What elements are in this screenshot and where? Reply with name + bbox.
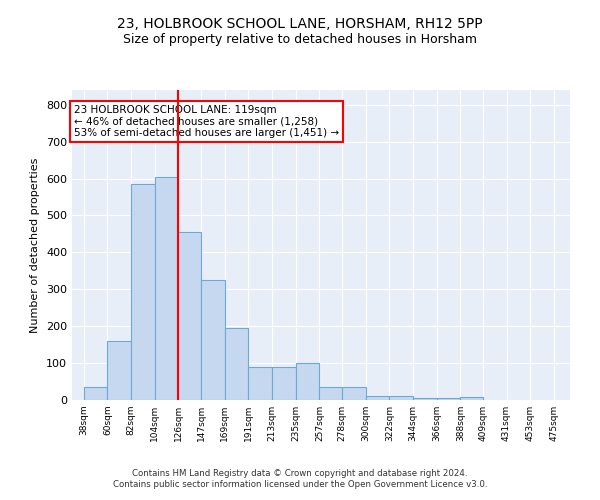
Text: 23 HOLBROOK SCHOOL LANE: 119sqm
← 46% of detached houses are smaller (1,258)
53%: 23 HOLBROOK SCHOOL LANE: 119sqm ← 46% of…: [74, 105, 339, 138]
Text: Contains HM Land Registry data © Crown copyright and database right 2024.: Contains HM Land Registry data © Crown c…: [132, 468, 468, 477]
Bar: [413, 398, 437, 400]
Bar: [296, 363, 319, 400]
Bar: [272, 367, 296, 400]
Bar: [365, 396, 389, 400]
Bar: [248, 367, 272, 400]
Bar: [389, 396, 413, 400]
Bar: [84, 387, 107, 400]
Bar: [342, 387, 365, 400]
Text: 23, HOLBROOK SCHOOL LANE, HORSHAM, RH12 5PP: 23, HOLBROOK SCHOOL LANE, HORSHAM, RH12 …: [117, 18, 483, 32]
Bar: [225, 328, 248, 400]
Y-axis label: Number of detached properties: Number of detached properties: [31, 158, 40, 332]
Text: Contains public sector information licensed under the Open Government Licence v3: Contains public sector information licen…: [113, 480, 487, 489]
Bar: [319, 387, 342, 400]
Bar: [437, 398, 460, 400]
Bar: [155, 176, 178, 400]
Bar: [131, 184, 155, 400]
Bar: [201, 280, 225, 400]
Text: Size of property relative to detached houses in Horsham: Size of property relative to detached ho…: [123, 32, 477, 46]
Bar: [107, 341, 131, 400]
Bar: [460, 397, 483, 400]
Bar: [178, 232, 201, 400]
